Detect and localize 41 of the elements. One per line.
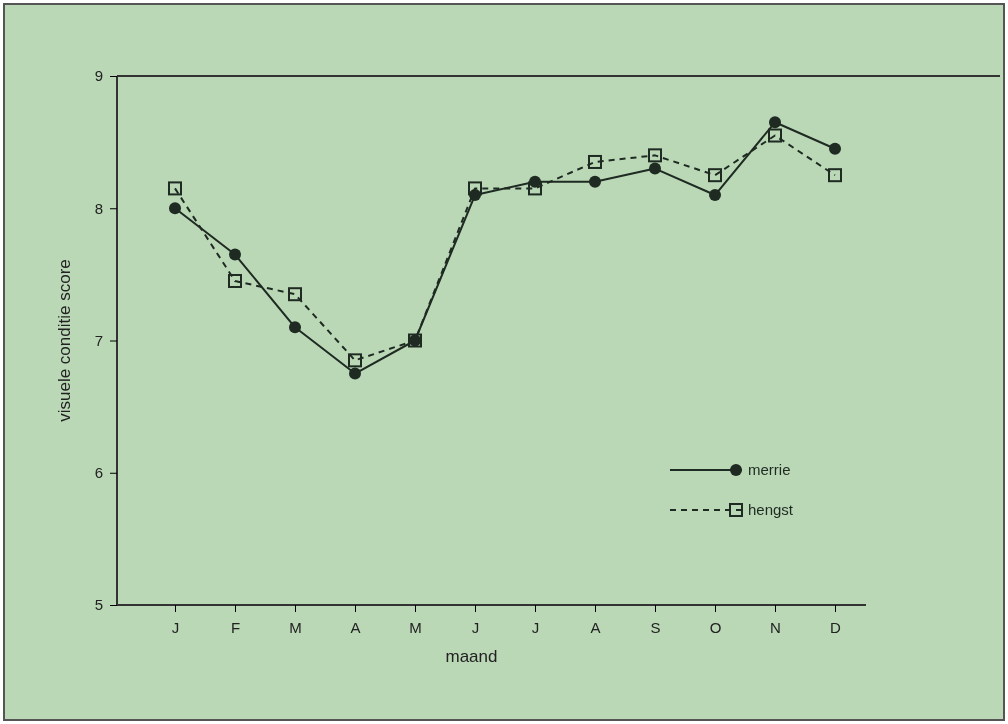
point xyxy=(829,142,841,155)
x-tick-label: J xyxy=(531,619,540,636)
point xyxy=(528,181,542,196)
x-tick-label: J xyxy=(471,619,480,636)
point xyxy=(648,148,662,163)
x-tick-label: A xyxy=(350,619,361,636)
point xyxy=(768,128,782,143)
x-tick-label: D xyxy=(830,619,842,636)
legend-label: merrie xyxy=(748,461,791,478)
y-tick-label: 6 xyxy=(94,464,103,482)
point xyxy=(709,189,721,202)
x-tick-label: M xyxy=(289,619,302,636)
point xyxy=(468,181,482,196)
x-tick-label: S xyxy=(650,619,661,636)
point xyxy=(828,168,842,183)
x-tick-label: J xyxy=(171,619,180,636)
x-tick-label: N xyxy=(770,619,781,636)
x-tick-label: M xyxy=(409,619,422,636)
point xyxy=(228,273,242,288)
point xyxy=(708,168,722,183)
point xyxy=(229,248,241,261)
point xyxy=(589,175,601,188)
point xyxy=(169,202,181,215)
legend-label: hengst xyxy=(748,501,794,518)
point xyxy=(649,162,661,175)
y-tick-label: 7 xyxy=(94,331,103,349)
x-axis-title: maand xyxy=(445,647,498,666)
y-tick-label: 5 xyxy=(94,596,103,614)
x-tick-label: O xyxy=(709,619,722,636)
x-tick-label: F xyxy=(230,619,241,636)
point xyxy=(769,116,781,129)
y-axis-title: visuele conditie score xyxy=(55,259,74,422)
point xyxy=(168,181,182,196)
point xyxy=(289,321,301,334)
x-tick-label: A xyxy=(590,619,601,636)
y-tick-label: 8 xyxy=(94,199,103,217)
y-tick-label: 9 xyxy=(94,67,103,85)
point xyxy=(348,353,362,368)
point xyxy=(349,367,361,380)
point xyxy=(288,287,302,302)
point xyxy=(588,154,602,169)
